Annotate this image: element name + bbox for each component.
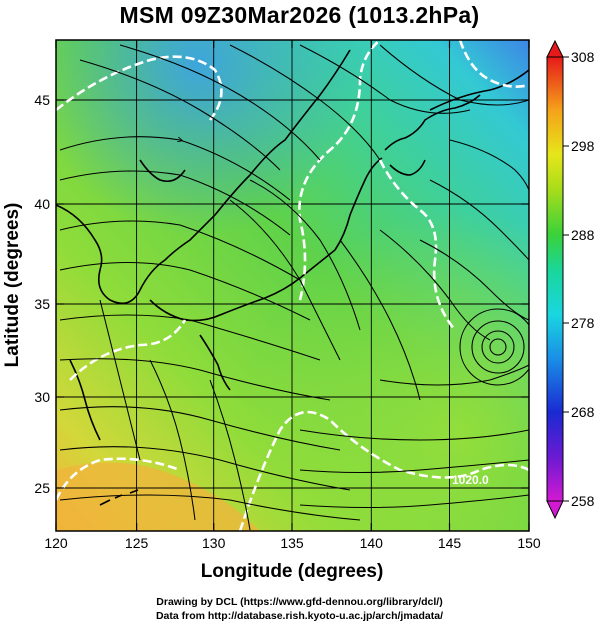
lat-lon-grid: [56, 40, 529, 531]
colorbar-label: 268: [571, 404, 595, 420]
colorbar: 308 298 288 278 268 258: [546, 39, 595, 520]
chart-title: MSM 09Z30Mar2026 (1013.2hPa): [119, 2, 480, 28]
isobar-label: 1020.0: [452, 473, 489, 487]
temperature-field-cool-overlay: [56, 40, 529, 531]
colorbar-label: 298: [571, 138, 595, 154]
x-tick-label: 145: [438, 535, 462, 551]
colorbar-top-arrow: [546, 39, 564, 58]
coastlines: [56, 49, 529, 506]
x-tick-label: 135: [280, 535, 304, 551]
isobars: [56, 40, 529, 531]
y-tick-label: 30: [34, 389, 50, 405]
credit-line-drawing: Drawing by DCL (https://www.gfd-dennou.o…: [156, 596, 443, 608]
x-tick-labels: 120 125 130 135 140 145 150: [44, 535, 541, 551]
y-tick-label: 25: [34, 480, 50, 496]
x-tick-label: 130: [202, 535, 226, 551]
x-tick-label: 140: [360, 535, 384, 551]
colorbar-label: 258: [571, 493, 595, 509]
colorbar-label: 308: [571, 49, 595, 65]
colorbar-bottom-arrow: [546, 500, 564, 520]
y-tick-label: 45: [34, 92, 50, 108]
y-axis-title: Latitude (degrees): [2, 203, 23, 368]
colorbar-label: 278: [571, 315, 595, 331]
y-tick-labels: 25 30 35 40 45: [34, 92, 50, 496]
y-ticks: [56, 99, 529, 489]
colorbar-gradient: [546, 56, 564, 502]
x-tick-label: 125: [125, 535, 149, 551]
credit-line-data: Data from http://database.rish.kyoto-u.a…: [155, 610, 444, 622]
wind-streamlines: [59, 44, 529, 531]
x-tick-label: 150: [517, 535, 541, 551]
x-ticks: [55, 40, 530, 531]
colorbar-label: 288: [571, 227, 595, 243]
y-tick-label: 35: [34, 296, 50, 312]
x-axis-title: Longitude (degrees): [201, 561, 384, 582]
x-tick-label: 120: [44, 535, 68, 551]
warm-region: [56, 462, 260, 531]
y-tick-label: 40: [34, 196, 50, 212]
plot-area: 1020.0: [56, 40, 529, 531]
